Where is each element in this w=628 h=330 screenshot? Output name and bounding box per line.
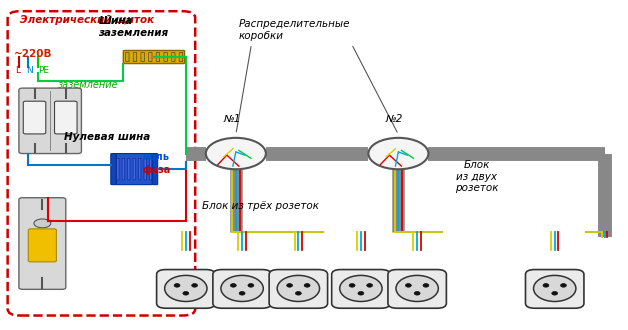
Ellipse shape [239,291,245,295]
FancyBboxPatch shape [179,52,183,62]
Ellipse shape [295,291,301,295]
Text: Блок
из двух
розеток: Блок из двух розеток [455,160,498,193]
FancyBboxPatch shape [111,153,116,184]
FancyBboxPatch shape [19,198,66,289]
Ellipse shape [192,283,198,287]
Text: Шина
заземления: Шина заземления [99,16,168,38]
Ellipse shape [406,283,411,287]
Ellipse shape [358,291,364,295]
Ellipse shape [349,283,355,287]
FancyBboxPatch shape [149,158,152,180]
Text: ноль: ноль [142,152,169,162]
FancyBboxPatch shape [149,52,152,62]
FancyBboxPatch shape [133,52,137,62]
Ellipse shape [534,276,576,302]
FancyBboxPatch shape [164,52,167,62]
FancyBboxPatch shape [116,153,152,184]
Text: заземление: заземление [58,80,118,90]
FancyBboxPatch shape [23,101,46,134]
FancyBboxPatch shape [156,270,215,308]
Text: Электрический щиток: Электрический щиток [20,15,154,25]
Ellipse shape [367,283,372,287]
Ellipse shape [561,283,566,287]
Circle shape [34,219,51,228]
Ellipse shape [248,283,254,287]
FancyBboxPatch shape [156,52,160,62]
FancyBboxPatch shape [123,50,185,64]
Text: №1: №1 [224,115,241,124]
Ellipse shape [221,276,263,302]
FancyBboxPatch shape [213,270,271,308]
FancyBboxPatch shape [332,270,390,308]
FancyBboxPatch shape [526,270,584,308]
Ellipse shape [230,283,236,287]
Ellipse shape [543,283,549,287]
Ellipse shape [396,276,438,302]
Text: фаза: фаза [142,165,170,175]
FancyBboxPatch shape [126,52,129,62]
Circle shape [206,138,266,169]
FancyBboxPatch shape [139,158,141,180]
Ellipse shape [277,276,320,302]
Ellipse shape [414,291,420,295]
FancyBboxPatch shape [388,270,447,308]
FancyBboxPatch shape [19,88,82,153]
FancyBboxPatch shape [28,229,57,262]
FancyBboxPatch shape [269,270,328,308]
Ellipse shape [423,283,429,287]
Text: Распределительные
коробки: Распределительные коробки [239,19,350,41]
Text: №2: №2 [386,115,403,124]
Ellipse shape [340,276,382,302]
Text: ~220В: ~220В [14,49,52,59]
Text: L: L [15,66,20,75]
Ellipse shape [552,291,558,295]
FancyBboxPatch shape [141,52,144,62]
FancyBboxPatch shape [127,158,130,180]
Ellipse shape [174,283,180,287]
FancyBboxPatch shape [55,101,77,134]
FancyBboxPatch shape [152,153,158,184]
FancyBboxPatch shape [117,158,119,180]
Text: N: N [26,66,33,75]
Ellipse shape [165,276,207,302]
FancyBboxPatch shape [133,158,136,180]
FancyBboxPatch shape [122,158,124,180]
Ellipse shape [183,291,189,295]
Ellipse shape [304,283,310,287]
FancyBboxPatch shape [171,52,175,62]
Text: PE: PE [38,66,48,75]
FancyBboxPatch shape [144,158,146,180]
Text: Нулевая шина: Нулевая шина [64,132,150,143]
Text: Блок из трёх розеток: Блок из трёх розеток [202,201,320,211]
Ellipse shape [286,283,293,287]
Circle shape [369,138,428,169]
